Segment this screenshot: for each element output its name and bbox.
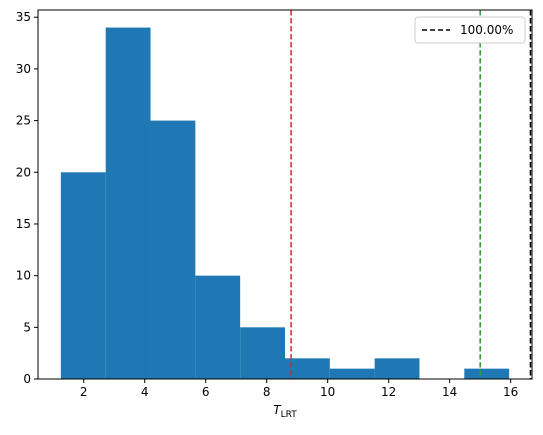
- y-tick-label: 20: [16, 165, 31, 179]
- legend-box: [414, 16, 526, 44]
- histogram-bar-6: [329, 368, 375, 379]
- bars-group: [60, 27, 510, 379]
- x-tick-label: 2: [80, 385, 88, 399]
- x-tick-label: 12: [381, 385, 396, 399]
- reference-lines-group: [290, 10, 532, 379]
- y-tick-label: 30: [16, 62, 31, 76]
- x-tick-label: 10: [320, 385, 335, 399]
- x-tick-label: 14: [442, 385, 457, 399]
- x-axis: 2 4 6 8 10 12 14 16: [80, 379, 518, 399]
- y-tick-label: 15: [16, 217, 31, 231]
- y-tick-label: 35: [16, 10, 31, 24]
- y-tick-label: 5: [23, 320, 31, 334]
- x-axis-label: TLRT: [273, 403, 297, 420]
- histogram-bar-1: [105, 27, 151, 379]
- legend: 100.00%: [414, 16, 526, 44]
- histogram-bar-3: [195, 275, 241, 379]
- legend-entry-label: 100.00%: [460, 23, 513, 37]
- histogram-bar-7: [374, 358, 420, 379]
- histogram-bar-5: [285, 358, 330, 379]
- x-axis-label-main: T: [273, 403, 282, 417]
- plot-frame: [37, 9, 533, 380]
- y-tick-label: 0: [23, 372, 31, 386]
- histogram-bar-4: [240, 327, 285, 379]
- x-axis-label-sub: LRT: [281, 410, 298, 420]
- x-tick-label: 16: [503, 385, 518, 399]
- histogram-bar-0: [60, 172, 106, 379]
- y-tick-label: 25: [16, 114, 31, 128]
- histogram-bar-9: [464, 368, 510, 379]
- x-tick-label: 4: [141, 385, 149, 399]
- x-tick-label: 6: [202, 385, 210, 399]
- y-axis: 0 5 10 15 20 25 30 35: [16, 10, 38, 386]
- histogram-bar-2: [150, 120, 196, 379]
- y-tick-label: 10: [16, 269, 31, 283]
- x-tick-label: 8: [263, 385, 271, 399]
